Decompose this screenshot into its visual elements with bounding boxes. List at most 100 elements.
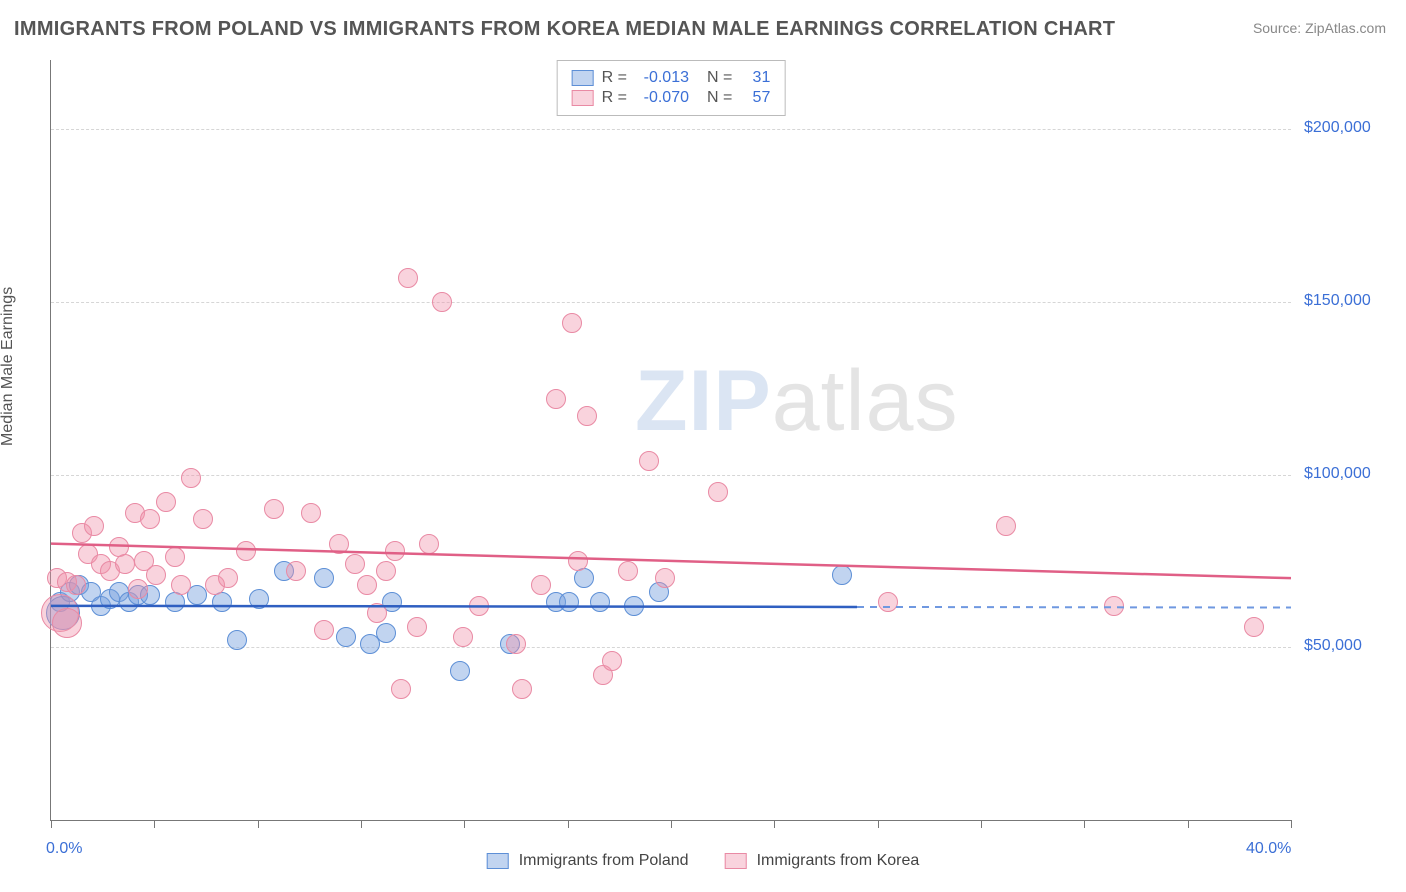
scatter-point-korea (218, 568, 238, 588)
x-tick (878, 820, 879, 828)
legend-series-label-korea: Immigrants from Korea (757, 852, 920, 870)
watermark: ZIPatlas (635, 352, 958, 451)
scatter-point-korea (165, 547, 185, 567)
scatter-point-poland (249, 589, 269, 609)
x-tick (51, 820, 52, 828)
swatch-poland (572, 70, 594, 86)
trend-lines (51, 60, 1291, 820)
scatter-point-poland (165, 592, 185, 612)
scatter-point-korea (193, 509, 213, 529)
scatter-point-poland (624, 596, 644, 616)
scatter-point-korea (156, 492, 176, 512)
scatter-point-poland (376, 623, 396, 643)
scatter-point-korea (512, 679, 532, 699)
scatter-point-korea (708, 482, 728, 502)
watermark-atlas: atlas (772, 353, 959, 449)
scatter-point-poland (227, 630, 247, 650)
scatter-point-korea (140, 509, 160, 529)
scatter-point-korea (577, 406, 597, 426)
x-tick (568, 820, 569, 828)
y-axis-label: Median Male Earnings (0, 287, 17, 446)
gridline (51, 129, 1291, 130)
scatter-point-korea (357, 575, 377, 595)
legend-series: Immigrants from Poland Immigrants from Ko… (487, 852, 920, 870)
scatter-point-korea (264, 499, 284, 519)
y-tick-label: $50,000 (1304, 637, 1362, 655)
y-tick-label: $200,000 (1304, 119, 1371, 137)
x-tick (258, 820, 259, 828)
scatter-point-korea (314, 620, 334, 640)
scatter-point-korea (367, 603, 387, 623)
scatter-point-korea (1104, 596, 1124, 616)
scatter-point-korea (407, 617, 427, 637)
x-tick (1188, 820, 1189, 828)
scatter-point-korea (329, 534, 349, 554)
scatter-point-korea (639, 451, 659, 471)
x-start-label: 0.0% (46, 840, 82, 858)
legend-series-item-poland: Immigrants from Poland (487, 852, 689, 870)
legend-r-label: R = (602, 69, 627, 87)
scatter-point-korea (146, 565, 166, 585)
legend-n-value-korea: 57 (740, 89, 770, 107)
scatter-point-korea (419, 534, 439, 554)
x-tick (774, 820, 775, 828)
scatter-point-korea (655, 568, 675, 588)
scatter-point-korea (878, 592, 898, 612)
scatter-point-korea (66, 575, 86, 595)
legend-r-label: R = (602, 89, 627, 107)
x-tick (154, 820, 155, 828)
scatter-point-korea (236, 541, 256, 561)
scatter-point-korea (602, 651, 622, 671)
scatter-point-poland (314, 568, 334, 588)
watermark-zip: ZIP (635, 353, 772, 449)
scatter-point-korea (128, 579, 148, 599)
legend-r-value-poland: -0.013 (635, 69, 689, 87)
gridline (51, 302, 1291, 303)
scatter-point-korea (391, 679, 411, 699)
scatter-point-korea (52, 608, 82, 638)
scatter-point-korea (385, 541, 405, 561)
legend-series-item-korea: Immigrants from Korea (725, 852, 920, 870)
scatter-point-korea (453, 627, 473, 647)
legend-r-value-korea: -0.070 (635, 89, 689, 107)
y-tick-label: $150,000 (1304, 292, 1371, 310)
legend-correlation-row-korea: R = -0.070 N = 57 (572, 89, 771, 107)
scatter-point-korea (181, 468, 201, 488)
scatter-point-korea (562, 313, 582, 333)
correlation-chart: IMMIGRANTS FROM POLAND VS IMMIGRANTS FRO… (0, 0, 1406, 892)
legend-n-label: N = (707, 69, 732, 87)
plot-area: ZIPatlas R = -0.013 N = 31 R = -0.070 N = 57 (50, 60, 1291, 821)
scatter-point-poland (559, 592, 579, 612)
legend-correlation-box: R = -0.013 N = 31 R = -0.070 N = 57 (557, 60, 786, 116)
scatter-point-korea (618, 561, 638, 581)
swatch-poland (487, 853, 509, 869)
chart-title: IMMIGRANTS FROM POLAND VS IMMIGRANTS FRO… (14, 18, 1115, 41)
scatter-point-korea (84, 516, 104, 536)
source-label: Source: ZipAtlas.com (1253, 20, 1386, 36)
x-tick (1291, 820, 1292, 828)
scatter-point-korea (345, 554, 365, 574)
scatter-point-korea (506, 634, 526, 654)
scatter-point-korea (301, 503, 321, 523)
scatter-point-korea (1244, 617, 1264, 637)
scatter-point-korea (996, 516, 1016, 536)
x-tick (464, 820, 465, 828)
gridline (51, 475, 1291, 476)
scatter-point-korea (171, 575, 191, 595)
scatter-point-poland (212, 592, 232, 612)
scatter-point-korea (531, 575, 551, 595)
x-tick (361, 820, 362, 828)
scatter-point-korea (432, 292, 452, 312)
x-end-label: 40.0% (1246, 840, 1291, 858)
scatter-point-korea (376, 561, 396, 581)
legend-n-value-poland: 31 (740, 69, 770, 87)
legend-n-label: N = (707, 89, 732, 107)
x-tick (981, 820, 982, 828)
swatch-korea (572, 90, 594, 106)
y-tick-label: $100,000 (1304, 465, 1371, 483)
legend-series-label-poland: Immigrants from Poland (519, 852, 689, 870)
scatter-point-poland (574, 568, 594, 588)
scatter-point-poland (450, 661, 470, 681)
trendline-dashed-poland (857, 607, 1291, 608)
x-tick (1084, 820, 1085, 828)
